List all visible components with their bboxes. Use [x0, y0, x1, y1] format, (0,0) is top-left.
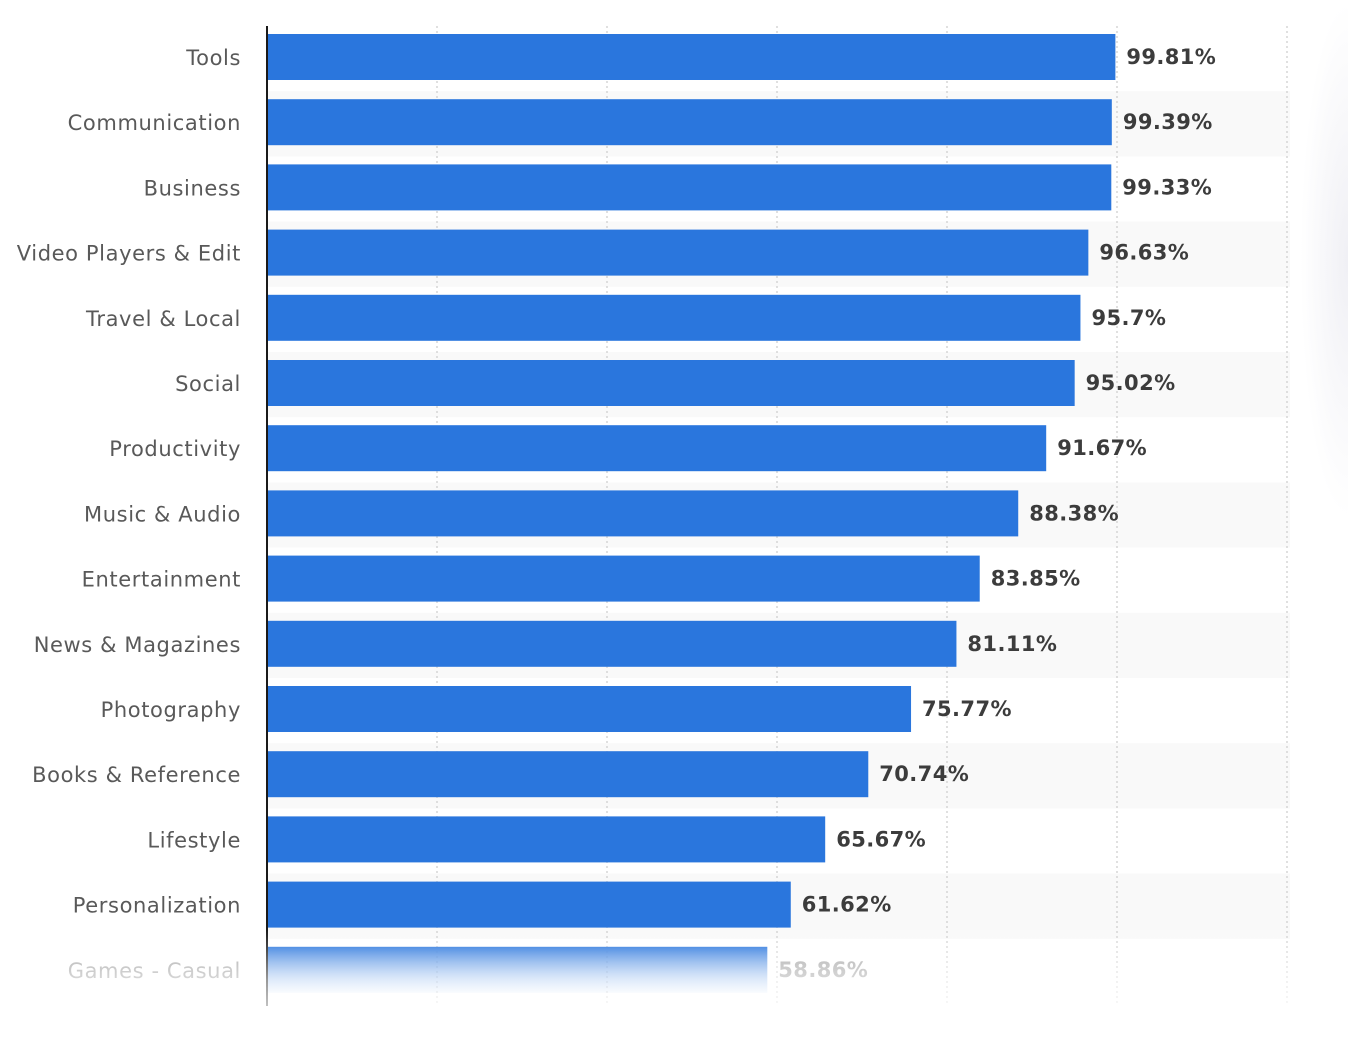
bar	[267, 229, 1089, 276]
value-label: 75.77%	[922, 697, 1012, 721]
bar	[267, 816, 826, 863]
bar	[267, 425, 1047, 472]
value-label: 95.7%	[1091, 306, 1166, 330]
value-label: 95.02%	[1086, 371, 1176, 395]
category-label: Music & Audio	[84, 502, 241, 526]
bar	[267, 164, 1112, 211]
bar	[267, 686, 912, 732]
bar	[267, 490, 1019, 537]
value-label: 83.85%	[991, 567, 1081, 591]
value-label: 99.81%	[1126, 45, 1216, 69]
bar	[267, 946, 768, 993]
value-label: 91.67%	[1057, 436, 1147, 460]
value-label: 61.62%	[802, 893, 892, 917]
category-label: Travel & Local	[85, 307, 241, 331]
bar	[267, 360, 1075, 406]
bar	[267, 620, 957, 667]
category-label: Communication	[68, 111, 241, 135]
category-label: Social	[175, 372, 241, 396]
category-label: Video Players & Edit	[17, 242, 241, 266]
value-label: 96.63%	[1099, 241, 1189, 265]
category-label: Entertainment	[82, 568, 241, 592]
value-label: 99.33%	[1122, 175, 1212, 199]
category-label: News & Magazines	[34, 633, 241, 657]
category-label: Games - Casual	[68, 959, 241, 983]
value-label: 70.74%	[879, 762, 969, 786]
bar	[267, 34, 1116, 80]
category-label: Photography	[101, 698, 241, 722]
value-label: 99.39%	[1123, 110, 1213, 134]
category-label: Lifestyle	[147, 828, 241, 852]
value-label: 88.38%	[1029, 501, 1119, 525]
value-label: 58.86%	[778, 958, 868, 982]
bar	[267, 555, 980, 602]
category-label: Tools	[185, 46, 241, 70]
category-labels: Tools Communication Business Video Players …	[17, 46, 241, 983]
category-label: Productivity	[109, 437, 241, 461]
bar	[267, 751, 869, 798]
bar	[267, 881, 791, 928]
value-labels: 99.81% 99.39% 99.33% 96.63% 95.7% 95.02% 91.67…	[778, 45, 1216, 982]
value-label: 65.67%	[836, 827, 926, 851]
category-label: Books & Reference	[32, 763, 241, 787]
category-label: Business	[144, 176, 241, 200]
bars	[267, 34, 1116, 993]
bar	[267, 294, 1081, 341]
value-label: 81.11%	[967, 632, 1057, 656]
bar	[267, 99, 1112, 146]
category-label: Personalization	[73, 894, 241, 918]
